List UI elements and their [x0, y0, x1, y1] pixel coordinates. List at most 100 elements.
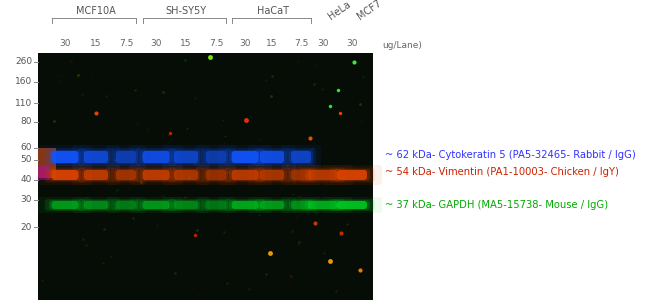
Text: HeLa: HeLa	[326, 0, 352, 22]
FancyBboxPatch shape	[116, 201, 136, 209]
FancyBboxPatch shape	[337, 170, 367, 180]
FancyBboxPatch shape	[116, 151, 136, 163]
FancyBboxPatch shape	[129, 165, 183, 185]
Bar	[38, 148, 56, 178]
FancyBboxPatch shape	[114, 169, 138, 181]
FancyBboxPatch shape	[38, 145, 92, 169]
Text: 30: 30	[317, 39, 329, 48]
FancyBboxPatch shape	[72, 197, 120, 213]
FancyBboxPatch shape	[286, 168, 316, 182]
FancyBboxPatch shape	[114, 150, 138, 164]
Text: 15: 15	[90, 39, 102, 48]
FancyBboxPatch shape	[45, 168, 85, 182]
FancyBboxPatch shape	[136, 148, 176, 166]
FancyBboxPatch shape	[114, 200, 138, 210]
FancyBboxPatch shape	[257, 169, 287, 181]
FancyBboxPatch shape	[78, 168, 114, 182]
FancyBboxPatch shape	[172, 200, 200, 210]
FancyBboxPatch shape	[218, 197, 272, 213]
FancyBboxPatch shape	[140, 200, 172, 210]
FancyBboxPatch shape	[196, 165, 236, 185]
FancyBboxPatch shape	[260, 201, 284, 209]
FancyBboxPatch shape	[140, 150, 172, 164]
Text: 7.5: 7.5	[209, 39, 223, 48]
FancyBboxPatch shape	[322, 197, 382, 213]
FancyBboxPatch shape	[168, 148, 204, 166]
Text: 60: 60	[21, 143, 32, 153]
FancyBboxPatch shape	[286, 199, 316, 211]
FancyBboxPatch shape	[111, 148, 141, 166]
FancyBboxPatch shape	[248, 145, 296, 169]
FancyBboxPatch shape	[168, 199, 204, 211]
FancyBboxPatch shape	[204, 169, 228, 181]
FancyBboxPatch shape	[116, 170, 136, 180]
FancyBboxPatch shape	[308, 201, 338, 209]
Bar	[38, 53, 373, 300]
FancyBboxPatch shape	[291, 170, 311, 180]
FancyBboxPatch shape	[337, 201, 367, 209]
FancyBboxPatch shape	[260, 151, 284, 163]
FancyBboxPatch shape	[106, 165, 146, 185]
FancyBboxPatch shape	[136, 199, 176, 211]
FancyBboxPatch shape	[291, 151, 311, 163]
Text: ug/Lane): ug/Lane)	[382, 41, 422, 50]
FancyBboxPatch shape	[231, 151, 259, 163]
FancyBboxPatch shape	[322, 165, 382, 185]
FancyBboxPatch shape	[162, 145, 210, 169]
Text: 20: 20	[21, 223, 32, 231]
FancyBboxPatch shape	[129, 197, 183, 213]
FancyBboxPatch shape	[51, 170, 79, 180]
FancyBboxPatch shape	[225, 199, 265, 211]
FancyBboxPatch shape	[201, 199, 231, 211]
FancyBboxPatch shape	[174, 201, 198, 209]
FancyBboxPatch shape	[225, 168, 265, 182]
FancyBboxPatch shape	[82, 200, 111, 210]
Text: 15: 15	[180, 39, 192, 48]
FancyBboxPatch shape	[84, 201, 108, 209]
FancyBboxPatch shape	[136, 168, 176, 182]
FancyBboxPatch shape	[51, 201, 79, 209]
FancyBboxPatch shape	[231, 201, 259, 209]
FancyBboxPatch shape	[82, 169, 111, 181]
FancyBboxPatch shape	[300, 168, 346, 182]
Text: MCF10A: MCF10A	[75, 6, 116, 16]
FancyBboxPatch shape	[196, 197, 236, 213]
FancyBboxPatch shape	[289, 200, 313, 210]
FancyBboxPatch shape	[84, 170, 108, 180]
Text: HaCaT: HaCaT	[257, 6, 289, 16]
FancyBboxPatch shape	[49, 150, 81, 164]
FancyBboxPatch shape	[330, 199, 374, 211]
FancyBboxPatch shape	[129, 145, 183, 169]
FancyBboxPatch shape	[225, 148, 265, 166]
FancyBboxPatch shape	[49, 200, 81, 210]
FancyBboxPatch shape	[162, 197, 210, 213]
FancyBboxPatch shape	[45, 199, 85, 211]
Text: 40: 40	[21, 176, 32, 185]
FancyBboxPatch shape	[330, 168, 374, 182]
Text: 7.5: 7.5	[294, 39, 308, 48]
FancyBboxPatch shape	[218, 145, 272, 169]
FancyBboxPatch shape	[206, 151, 226, 163]
FancyBboxPatch shape	[248, 197, 296, 213]
FancyBboxPatch shape	[229, 169, 261, 181]
FancyBboxPatch shape	[281, 165, 321, 185]
FancyBboxPatch shape	[49, 169, 81, 181]
FancyBboxPatch shape	[82, 150, 111, 164]
FancyBboxPatch shape	[260, 170, 284, 180]
Text: MCF7: MCF7	[355, 0, 383, 22]
FancyBboxPatch shape	[206, 201, 226, 209]
Text: 7.5: 7.5	[119, 39, 133, 48]
FancyBboxPatch shape	[231, 170, 259, 180]
Bar	[38, 165, 50, 180]
Text: 50: 50	[21, 156, 32, 165]
FancyBboxPatch shape	[38, 165, 92, 185]
FancyBboxPatch shape	[201, 148, 231, 166]
Text: 260: 260	[15, 57, 32, 67]
FancyBboxPatch shape	[142, 201, 170, 209]
FancyBboxPatch shape	[111, 199, 141, 211]
FancyBboxPatch shape	[281, 197, 321, 213]
FancyBboxPatch shape	[72, 145, 120, 169]
FancyBboxPatch shape	[45, 148, 85, 166]
FancyBboxPatch shape	[174, 151, 198, 163]
FancyBboxPatch shape	[289, 169, 313, 181]
